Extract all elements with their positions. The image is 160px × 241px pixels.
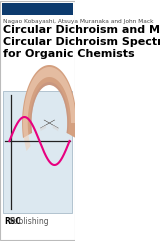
Polygon shape (23, 123, 49, 138)
Polygon shape (30, 82, 69, 134)
Polygon shape (49, 123, 76, 138)
Polygon shape (22, 65, 77, 138)
Text: RSC: RSC (4, 216, 21, 226)
Polygon shape (40, 125, 46, 131)
Bar (2, 3, 73, 15)
Polygon shape (53, 125, 58, 131)
Bar (3, 91, 72, 213)
Polygon shape (40, 120, 55, 128)
Text: Publishing: Publishing (9, 216, 49, 226)
FancyBboxPatch shape (0, 1, 75, 240)
Polygon shape (44, 120, 58, 128)
Text: Nagao Kobayashi, Atsuya Muranaka and John Mack: Nagao Kobayashi, Atsuya Muranaka and Joh… (3, 19, 154, 24)
Polygon shape (23, 67, 76, 151)
Text: Circular Dichroism and Magnetic
Circular Dichroism Spectroscopy
for Organic Chem: Circular Dichroism and Magnetic Circular… (3, 25, 160, 59)
